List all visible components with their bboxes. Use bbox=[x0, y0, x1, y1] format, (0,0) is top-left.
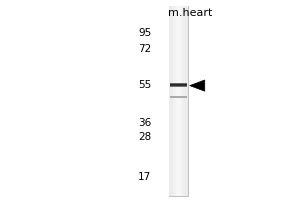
Text: m.heart: m.heart bbox=[168, 8, 213, 18]
Text: 36: 36 bbox=[138, 118, 152, 128]
Polygon shape bbox=[190, 80, 205, 91]
Bar bbox=[170, 96, 188, 98]
Text: 55: 55 bbox=[138, 80, 152, 90]
Text: 28: 28 bbox=[138, 132, 152, 142]
Bar bbox=[169, 6, 188, 196]
Text: 95: 95 bbox=[138, 28, 152, 38]
Text: 17: 17 bbox=[138, 172, 152, 182]
Text: 72: 72 bbox=[138, 44, 152, 54]
